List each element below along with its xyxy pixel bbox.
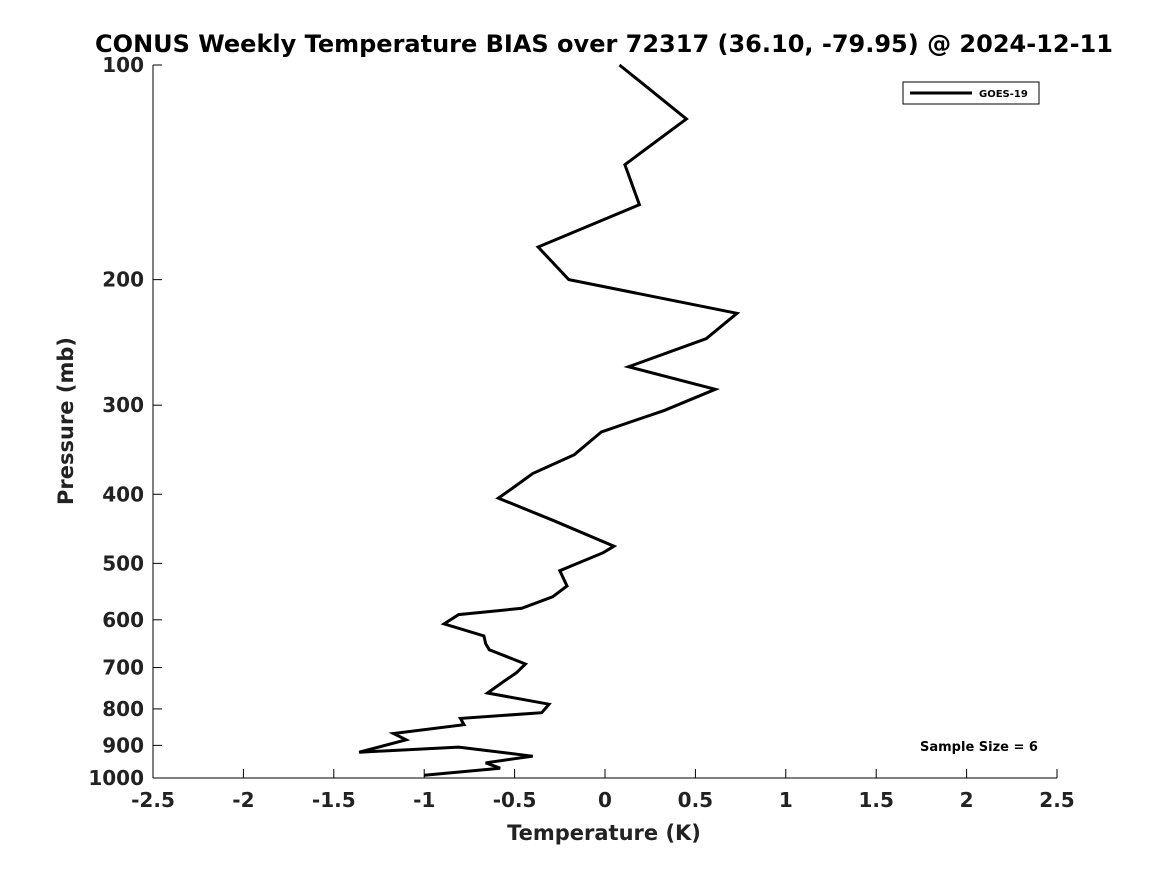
x-axis-label: Temperature (K) xyxy=(507,821,701,845)
x-tick-label: 0 xyxy=(598,788,612,812)
legend: GOES-19 xyxy=(902,81,1040,105)
x-axis-ticks: -2.5 -2 -1.5 -1 -0.5 0 0.5 1 1.5 2 2.5 xyxy=(131,769,1075,812)
x-tick-label: 1 xyxy=(779,788,793,812)
series-line-goes-19 xyxy=(358,63,741,777)
x-tick-label: -1.5 xyxy=(312,788,356,812)
y-axis-ticks: 100 200 300 400 500 600 700 800 900 1000 xyxy=(88,53,162,790)
y-tick-label: 800 xyxy=(102,697,144,721)
y-tick-label: 900 xyxy=(102,733,144,757)
x-tick-label: -2 xyxy=(232,788,254,812)
x-tick-label: 2.5 xyxy=(1039,788,1074,812)
y-tick-label: 1000 xyxy=(88,766,144,790)
x-tick-label: -1 xyxy=(413,788,435,812)
x-tick-label: 1.5 xyxy=(858,788,893,812)
y-tick-label: 300 xyxy=(102,393,144,417)
sample-size-annotation: Sample Size = 6 xyxy=(920,740,1038,755)
y-tick-label: 500 xyxy=(102,551,144,575)
x-tick-label: -2.5 xyxy=(131,788,175,812)
y-axis-label: Pressure (mb) xyxy=(54,337,78,505)
y-tick-label: 400 xyxy=(102,482,144,506)
plot-area xyxy=(153,65,1057,778)
x-tick-label: -0.5 xyxy=(493,788,537,812)
y-tick-label: 100 xyxy=(102,53,144,77)
x-tick-label: 0.5 xyxy=(678,788,713,812)
y-tick-label: 200 xyxy=(102,268,144,292)
legend-label-goes-19: GOES-19 xyxy=(979,89,1028,100)
chart-title: CONUS Weekly Temperature BIAS over 72317… xyxy=(95,30,1113,58)
y-tick-label: 700 xyxy=(102,656,144,680)
y-tick-label: 600 xyxy=(102,608,144,632)
x-tick-label: 2 xyxy=(960,788,974,812)
